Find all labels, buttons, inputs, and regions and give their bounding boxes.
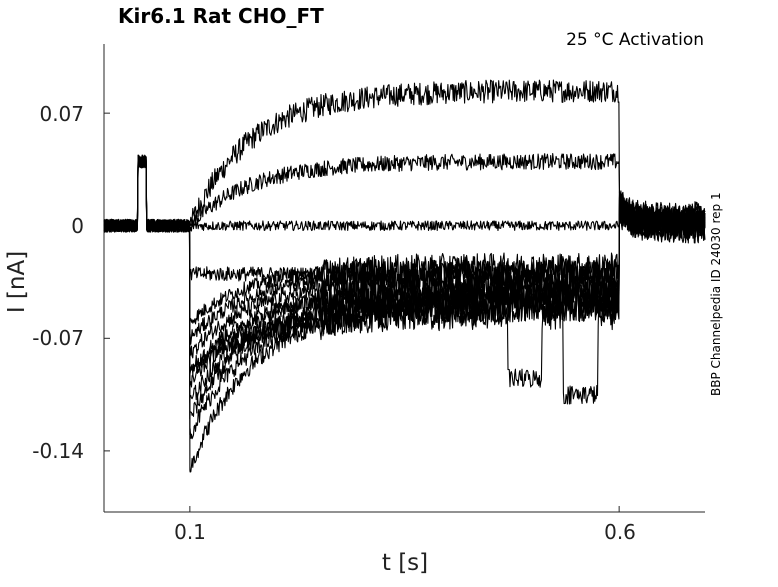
current-trace-line (103, 156, 706, 233)
y-tick-label: -0.07 (32, 326, 84, 350)
chart-title: Kir6.1 Rat CHO_FT (118, 4, 324, 28)
x-tick-label: 0.1 (174, 520, 206, 544)
temperature-annotation: 25 °C Activation (566, 30, 704, 50)
current-trace-line (103, 155, 706, 345)
x-axis-label: t [s] (381, 550, 429, 576)
y-tick-label: 0 (71, 214, 84, 238)
y-tick-label: -0.14 (32, 439, 84, 463)
x-tick-label: 0.6 (604, 520, 636, 544)
current-trace-line (103, 153, 706, 233)
y-axis-label: I [nA] (4, 250, 30, 314)
y-tick-label: 0.07 (39, 102, 84, 126)
channelpedia-side-label: BBP Channelpedia ID 24030 rep 1 (709, 192, 723, 396)
current-trace-line (103, 156, 706, 405)
current-trace-line (103, 155, 706, 325)
